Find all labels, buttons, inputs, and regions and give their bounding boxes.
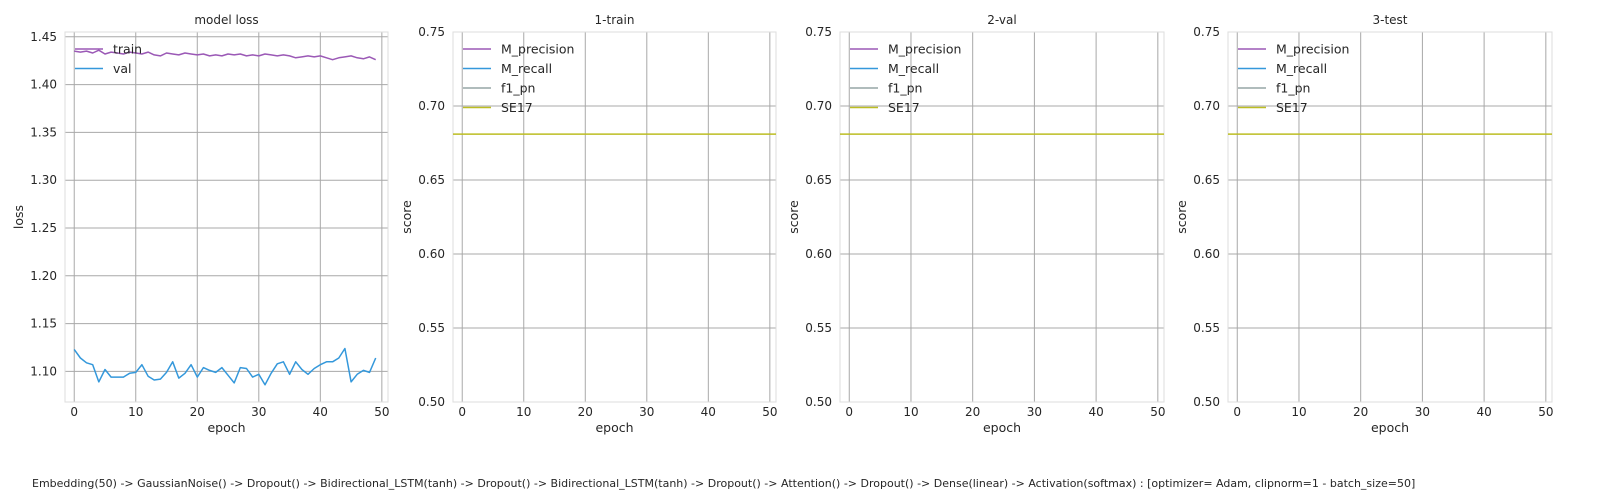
y-tick-label: 0.60 — [805, 247, 832, 261]
y-tick-label: 0.55 — [418, 321, 445, 335]
y-axis-label: score — [1174, 200, 1189, 234]
x-tick-label: 40 — [1476, 405, 1491, 419]
y-tick-label: 0.65 — [1193, 173, 1220, 187]
legend-label-f1-pn: f1_pn — [1276, 81, 1310, 96]
y-tick-label: 0.70 — [805, 99, 832, 113]
x-tick-label: 10 — [1291, 405, 1306, 419]
y-tick-label: 1.10 — [30, 364, 57, 378]
x-tick-label: 40 — [701, 405, 716, 419]
x-tick-label: 40 — [1088, 405, 1103, 419]
legend-label-val: val — [113, 61, 132, 76]
x-tick-label: 20 — [190, 405, 205, 419]
plot-frame — [64, 31, 389, 403]
x-axis-label: epoch — [207, 420, 245, 435]
legend: train val — [75, 42, 142, 76]
x-tick-label: 50 — [374, 405, 389, 419]
legend-label-f1-pn: f1_pn — [501, 81, 535, 96]
chart-title: 2-val — [987, 13, 1016, 27]
y-tick-label: 0.55 — [1193, 321, 1220, 335]
plot-frame — [839, 31, 1165, 403]
legend: M_precision M_recall f1_pn SE17 — [850, 42, 961, 115]
x-tick-label: 50 — [1538, 405, 1553, 419]
x-tick-label: 0 — [845, 405, 853, 419]
x-tick-label: 0 — [1233, 405, 1241, 419]
series-train-line — [74, 49, 377, 61]
x-tick-label: 20 — [965, 405, 980, 419]
series-val-line — [73, 347, 377, 386]
x-tick-label: 10 — [903, 405, 918, 419]
y-tick-label: 0.70 — [418, 99, 445, 113]
y-tick-label: 0.50 — [805, 395, 832, 409]
y-tick-label: 0.75 — [418, 25, 445, 39]
y-tick-label: 0.55 — [805, 321, 832, 335]
chart-panel-1-train: 0 10 20 30 40 50 0.50 0.55 0.60 0.65 0.70 0.75 1-tra… — [399, 13, 777, 435]
chart-panel-2-val: 0 10 20 30 40 50 0.50 0.55 0.60 0.65 0.70 0.75 2-val… — [786, 13, 1165, 435]
y-tick-label: 0.50 — [1193, 395, 1220, 409]
y-tick-label: 1.35 — [30, 125, 57, 139]
legend-label-se17: SE17 — [501, 100, 533, 115]
x-tick-label: 30 — [251, 405, 266, 419]
y-tick-label: 0.60 — [418, 247, 445, 261]
y-tick-label: 0.75 — [1193, 25, 1220, 39]
y-axis-label: score — [399, 200, 414, 234]
y-tick-label: 0.65 — [805, 173, 832, 187]
y-axis-label: score — [786, 200, 801, 234]
x-tick-label: 30 — [1415, 405, 1430, 419]
chart-title: 1-train — [595, 13, 635, 27]
x-tick-label: 30 — [1027, 405, 1042, 419]
legend: M_precision M_recall f1_pn SE17 — [463, 42, 574, 115]
plot-frame — [452, 31, 777, 403]
y-tick-label: 1.45 — [30, 30, 57, 44]
x-tick-label: 20 — [1353, 405, 1368, 419]
model-caption: Embedding(50) -> GaussianNoise() -> Drop… — [32, 477, 1416, 490]
x-tick-label: 10 — [128, 405, 143, 419]
legend: M_precision M_recall f1_pn SE17 — [1238, 42, 1349, 115]
legend-label-m-precision: M_precision — [1276, 42, 1349, 57]
legend-label-m-recall: M_recall — [501, 61, 552, 76]
plot-frame — [1227, 31, 1553, 403]
chart-panel-model-loss: 0 10 20 30 40 50 1.10 1.15 1.20 1.25 1.30 1.35 1.40 1… — [11, 13, 389, 435]
chart-title: model loss — [194, 13, 258, 27]
x-axis-label: epoch — [1371, 420, 1409, 435]
legend-label-m-recall: M_recall — [888, 61, 939, 76]
legend-label-f1-pn: f1_pn — [888, 81, 922, 96]
y-tick-label: 0.50 — [418, 395, 445, 409]
chart-title: 3-test — [1372, 13, 1407, 27]
legend-label-m-recall: M_recall — [1276, 61, 1327, 76]
x-tick-label: 0 — [70, 405, 78, 419]
y-tick-label: 0.65 — [418, 173, 445, 187]
legend-label-m-precision: M_precision — [888, 42, 961, 57]
y-axis-label: loss — [11, 205, 26, 229]
x-axis-label: epoch — [595, 420, 633, 435]
x-tick-label: 20 — [578, 405, 593, 419]
x-tick-label: 50 — [762, 405, 777, 419]
x-axis-label: epoch — [983, 420, 1021, 435]
legend-label-se17: SE17 — [888, 100, 920, 115]
x-tick-label: 50 — [1150, 405, 1165, 419]
y-tick-label: 1.30 — [30, 173, 57, 187]
legend-label-train: train — [113, 42, 142, 57]
x-tick-label: 10 — [516, 405, 531, 419]
y-tick-label: 1.25 — [30, 221, 57, 235]
x-tick-label: 0 — [458, 405, 466, 419]
x-tick-label: 30 — [639, 405, 654, 419]
y-tick-label: 1.15 — [30, 317, 57, 331]
y-tick-label: 0.60 — [1193, 247, 1220, 261]
x-tick-label: 40 — [313, 405, 328, 419]
legend-label-se17: SE17 — [1276, 100, 1308, 115]
y-tick-label: 1.20 — [30, 269, 57, 283]
chart-panel-3-test: 0 10 20 30 40 50 0.50 0.55 0.60 0.65 0.70 0.75 3-tes… — [1174, 13, 1553, 435]
y-tick-label: 1.40 — [30, 78, 57, 92]
legend-label-m-precision: M_precision — [501, 42, 574, 57]
y-tick-label: 0.75 — [805, 25, 832, 39]
y-tick-label: 0.70 — [1193, 99, 1220, 113]
